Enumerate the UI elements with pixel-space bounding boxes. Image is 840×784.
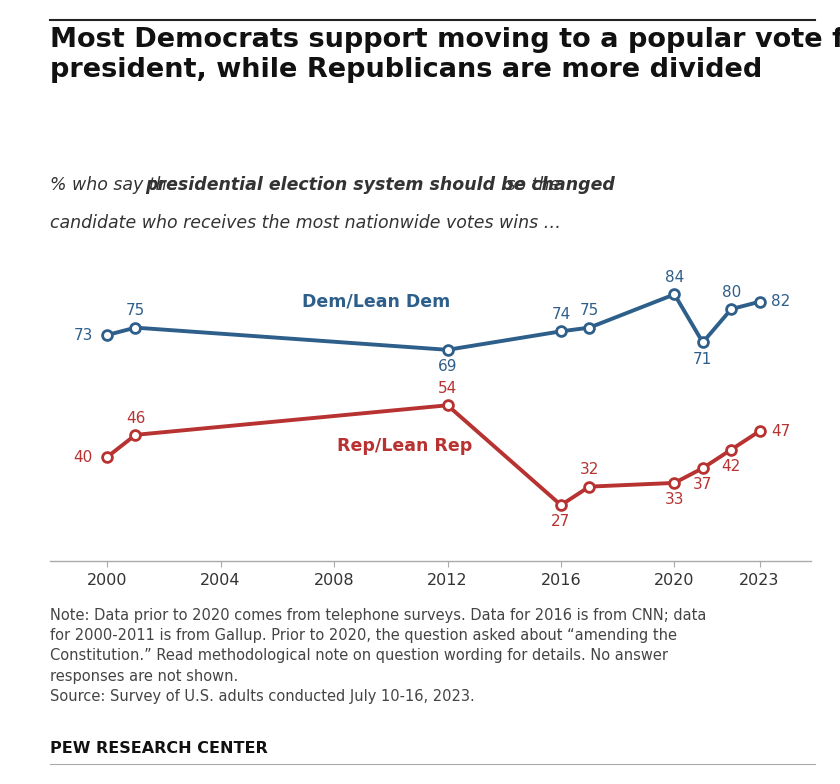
Text: Rep/Lean Rep: Rep/Lean Rep	[338, 437, 473, 455]
Text: presidential election system should be changed: presidential election system should be c…	[145, 176, 615, 194]
Text: 69: 69	[438, 359, 457, 374]
Text: % who say the: % who say the	[50, 176, 183, 194]
Point	[129, 429, 142, 441]
Text: 54: 54	[438, 381, 457, 396]
Text: 80: 80	[722, 285, 741, 300]
Text: 33: 33	[664, 492, 685, 507]
Text: 40: 40	[74, 449, 93, 465]
Text: Note: Data prior to 2020 comes from telephone surveys. Data for 2016 is from CNN: Note: Data prior to 2020 comes from tele…	[50, 608, 706, 704]
Point	[101, 451, 114, 463]
Text: so the: so the	[501, 176, 560, 194]
Point	[753, 425, 766, 437]
Text: 46: 46	[126, 411, 145, 426]
Point	[696, 336, 710, 349]
Point	[101, 328, 114, 341]
Text: 82: 82	[771, 294, 790, 309]
Point	[441, 399, 454, 412]
Point	[554, 499, 568, 511]
Text: Most Democrats support moving to a popular vote for
president, while Republicans: Most Democrats support moving to a popul…	[50, 27, 840, 83]
Text: 32: 32	[580, 463, 599, 477]
Text: 47: 47	[771, 423, 790, 439]
Text: PEW RESEARCH CENTER: PEW RESEARCH CENTER	[50, 741, 268, 756]
Text: 74: 74	[551, 307, 570, 322]
Point	[554, 325, 568, 338]
Text: 75: 75	[126, 303, 145, 318]
Point	[724, 303, 738, 315]
Text: 71: 71	[693, 352, 712, 367]
Text: 37: 37	[693, 477, 712, 492]
Text: candidate who receives the most nationwide votes wins …: candidate who receives the most nationwi…	[50, 214, 561, 232]
Point	[668, 288, 681, 300]
Point	[668, 477, 681, 489]
Point	[583, 321, 596, 334]
Point	[753, 296, 766, 308]
Text: 42: 42	[722, 459, 741, 474]
Text: 84: 84	[664, 270, 684, 285]
Point	[583, 481, 596, 493]
Point	[129, 321, 142, 334]
Text: Dem/Lean Dem: Dem/Lean Dem	[302, 292, 451, 310]
Text: 27: 27	[551, 514, 570, 529]
Point	[696, 462, 710, 474]
Point	[441, 343, 454, 356]
Text: 75: 75	[580, 303, 599, 318]
Text: 73: 73	[74, 328, 93, 343]
Point	[724, 444, 738, 456]
